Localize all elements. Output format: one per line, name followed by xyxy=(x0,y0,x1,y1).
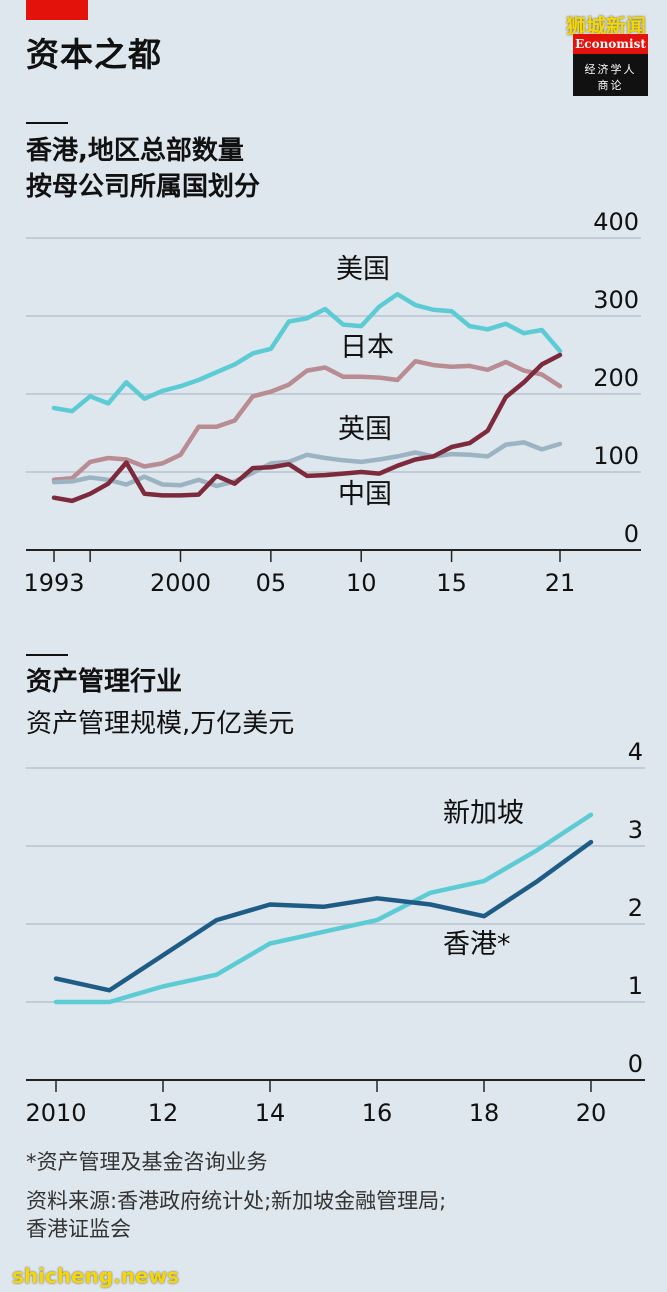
label-uk: 英国 xyxy=(338,414,392,445)
chart2-rule xyxy=(26,654,68,656)
logo-cn-line2: 商论 xyxy=(597,79,624,92)
chart1-subtitle: 按母公司所属国划分 xyxy=(26,172,261,202)
c2-series-line-0 xyxy=(53,812,594,1005)
label-japan: 日本 xyxy=(340,332,394,363)
c1-xtick-label: 05 xyxy=(256,569,287,597)
page-title: 资本之都 xyxy=(26,35,162,74)
brand-red-tab xyxy=(26,0,88,20)
chart1-rule xyxy=(26,122,68,124)
c2-xtick-label: 2010 xyxy=(25,1099,86,1127)
c1-xtick-label: 10 xyxy=(346,569,377,597)
c2-ytick-label: 0 xyxy=(628,1050,643,1078)
economist-logo: Economist 经济学人 商论 xyxy=(573,34,648,96)
c2-xtick-label: 14 xyxy=(255,1099,286,1127)
c1-ytick-label: 100 xyxy=(593,442,639,470)
c2-ytick-label: 1 xyxy=(628,972,643,1000)
c2-series-line-1 xyxy=(53,839,594,993)
c1-series-line-1 xyxy=(51,358,563,483)
c1-ytick-label: 0 xyxy=(624,520,639,548)
chart2-title: 资产管理行业 xyxy=(26,667,183,697)
logo-cn-line1: 经济学人 xyxy=(584,63,637,76)
label-singapore: 新加坡 xyxy=(443,798,524,829)
source-line-1: 资料来源:香港政府统计处;新加坡金融管理局; xyxy=(26,1189,447,1213)
c2-ytick-label: 2 xyxy=(628,894,643,922)
c2-xtick-label: 12 xyxy=(148,1099,179,1127)
c2-xtick-label: 18 xyxy=(469,1099,500,1127)
source-line-2: 香港证监会 xyxy=(26,1217,131,1241)
chart1-title: 香港,地区总部数量 xyxy=(26,136,244,166)
logo-red-band xyxy=(573,34,648,54)
c1-xtick-label: 1993 xyxy=(23,569,84,597)
label-us: 美国 xyxy=(336,254,390,285)
label-hongkong: 香港* xyxy=(443,929,511,960)
c1-series-line-0 xyxy=(51,291,563,414)
c1-ytick-label: 200 xyxy=(593,364,639,392)
c1-series-line-3 xyxy=(51,352,563,504)
watermark-bottom: shicheng.news xyxy=(12,1264,179,1288)
hq-count-chart: 美国 日本 英国 中国 0 100 200 300 400 1993 2000 05 10 15 2… xyxy=(23,208,641,597)
label-china: 中国 xyxy=(338,479,392,510)
footnote-asterisk: *资产管理及基金咨询业务 xyxy=(26,1150,268,1174)
chart2-subtitle: 资产管理规模,万亿美元 xyxy=(26,709,295,739)
c2-ytick-label: 3 xyxy=(628,816,643,844)
c1-ytick-label: 400 xyxy=(593,208,639,236)
c2-xtick-label: 20 xyxy=(576,1099,607,1127)
logo-wordmark: Economist xyxy=(575,37,646,51)
c2-ytick-label: 4 xyxy=(628,738,643,766)
c1-series-line-2 xyxy=(51,440,563,489)
c1-xtick-label: 2000 xyxy=(150,569,211,597)
c1-xtick-label: 21 xyxy=(545,569,576,597)
c2-xtick-label: 16 xyxy=(362,1099,393,1127)
c1-ytick-label: 300 xyxy=(593,286,639,314)
c1-xtick-label: 15 xyxy=(436,569,467,597)
